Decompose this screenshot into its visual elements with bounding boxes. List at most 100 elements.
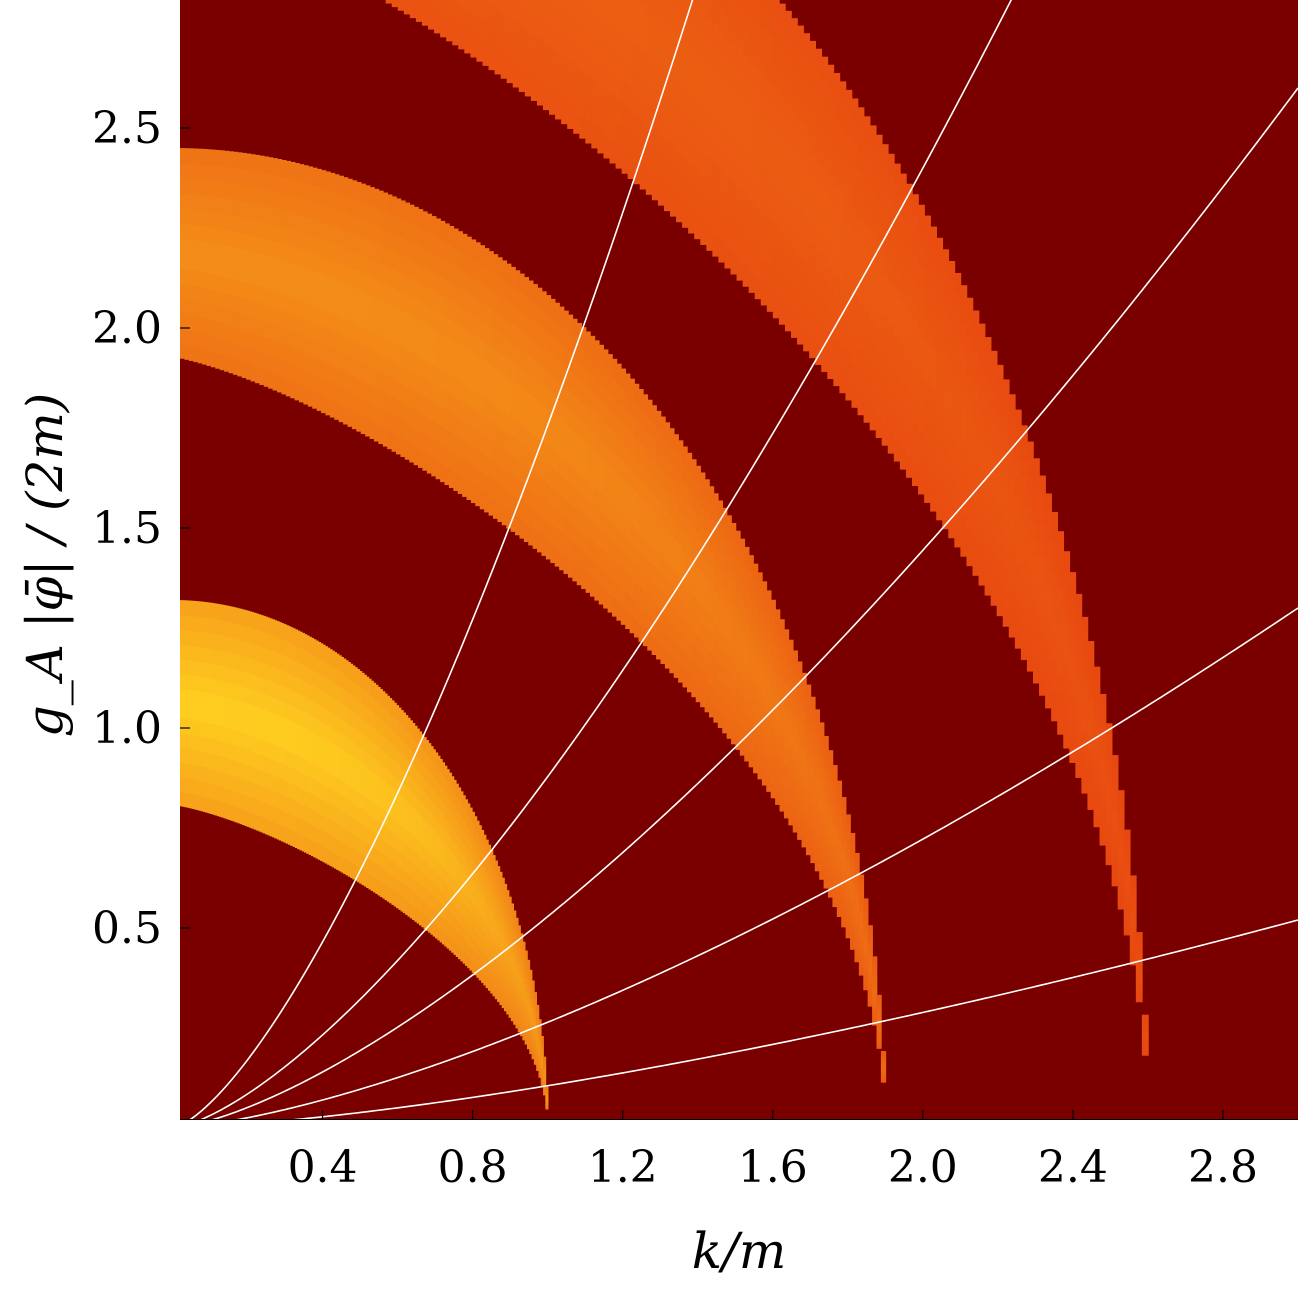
band-cell <box>757 749 763 765</box>
band-cell <box>523 503 530 524</box>
band-cell <box>510 380 516 400</box>
band-cell <box>230 804 234 821</box>
band-cell <box>188 284 195 301</box>
band-cell <box>393 702 397 719</box>
band-cell <box>292 721 296 739</box>
band-cell <box>519 462 525 482</box>
band-cell <box>215 352 221 369</box>
band-cell <box>272 174 278 193</box>
band-cell <box>513 975 517 985</box>
band-cell <box>476 898 480 911</box>
band-cell <box>858 896 865 905</box>
band-cell <box>276 714 280 731</box>
band-cell <box>504 920 508 930</box>
band-cell <box>470 258 477 278</box>
band-cell <box>412 737 416 752</box>
band-cell <box>524 997 528 1005</box>
band-cell <box>276 225 283 243</box>
band-cell <box>200 795 204 812</box>
band-cell <box>329 399 336 418</box>
band-cell <box>476 910 480 922</box>
band-cell <box>805 757 812 771</box>
band-cell <box>731 727 737 745</box>
band-cell <box>202 616 207 633</box>
band-cell <box>391 802 395 818</box>
band-cell <box>271 743 276 760</box>
band-cell <box>294 753 298 771</box>
band-cell <box>481 916 485 929</box>
band-cell <box>520 1020 524 1029</box>
band-cell <box>554 509 560 530</box>
band-cell <box>361 808 365 825</box>
band-cell <box>246 330 252 348</box>
band-cell <box>281 293 287 311</box>
band-cell <box>722 636 728 654</box>
band-cell <box>360 361 366 381</box>
band-cell <box>634 528 640 548</box>
band-cell <box>265 771 269 788</box>
band-cell <box>191 793 195 809</box>
band-cell <box>378 407 384 426</box>
band-cell <box>304 680 308 698</box>
band-cell <box>268 223 274 241</box>
band-cell <box>828 823 834 835</box>
band-cell <box>223 605 227 622</box>
band-cell <box>248 611 253 628</box>
band-cell <box>370 785 374 802</box>
band-cell <box>315 671 319 688</box>
band-cell <box>589 447 596 467</box>
band-cell <box>375 818 379 835</box>
band-cell <box>726 594 732 612</box>
band-cell <box>638 587 644 606</box>
band-cell <box>269 664 273 682</box>
band-cell <box>506 471 512 491</box>
band-cell <box>246 217 252 235</box>
band-cell <box>766 633 772 649</box>
band-cell <box>748 751 754 768</box>
band-cell <box>616 510 622 530</box>
band-cell <box>242 762 246 780</box>
band-cell <box>396 289 402 309</box>
band-cell <box>324 754 328 771</box>
band-cell <box>351 251 358 270</box>
band-cell <box>475 467 481 488</box>
band-cell <box>356 324 362 343</box>
band-cell <box>700 589 706 607</box>
band-cell <box>792 715 798 729</box>
band-cell <box>193 764 197 780</box>
band-cell <box>572 505 578 526</box>
band-cell <box>460 948 464 962</box>
band-cell <box>735 624 741 641</box>
band-cell <box>664 597 671 616</box>
band-cell <box>322 644 326 662</box>
band-cell <box>304 727 308 744</box>
band-cell <box>184 718 188 734</box>
band-cell <box>845 919 851 930</box>
band-cell <box>331 789 335 806</box>
band-cell <box>437 900 441 915</box>
band-cell <box>695 549 701 568</box>
band-cell <box>462 252 468 273</box>
band-cell <box>343 370 349 390</box>
band-cell <box>819 755 825 768</box>
band-cell <box>235 653 239 670</box>
band-cell <box>673 573 679 592</box>
band-cell <box>876 1013 882 1019</box>
band-cell <box>488 307 494 328</box>
band-cell <box>448 393 455 414</box>
band-cell <box>441 827 446 841</box>
band-cell <box>331 743 335 760</box>
band-cell <box>331 804 335 822</box>
band-cell <box>524 970 528 978</box>
band-cell <box>214 633 218 650</box>
band-cell <box>382 355 388 375</box>
band-cell <box>294 315 300 333</box>
band-cell <box>872 1000 878 1007</box>
band-cell <box>356 835 361 852</box>
band-cell <box>308 745 312 762</box>
band-cell <box>197 163 203 181</box>
band-cell <box>378 353 384 372</box>
band-cell <box>529 999 533 1007</box>
band-cell <box>526 991 531 999</box>
band-cell <box>510 436 516 457</box>
